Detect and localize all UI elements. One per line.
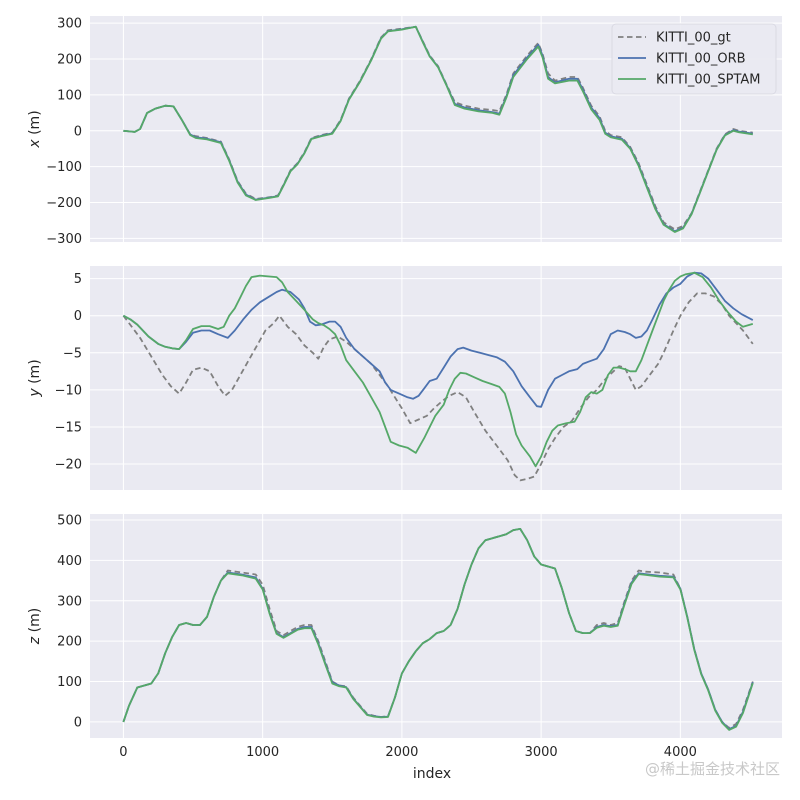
series-line-kitti-00-sptam (123, 25, 753, 233)
series-line-kitti-00-orb (122, 271, 754, 408)
y-tick-label: −5 (63, 346, 82, 361)
y-tick-label: 5 (74, 272, 82, 287)
y-tick-label: −20 (55, 458, 82, 473)
y-tick-label: −10 (55, 383, 82, 398)
y-tick-label: 100 (57, 88, 82, 103)
legend-label: KITTI_00_ORB (656, 52, 746, 67)
x-tick-label: 2000 (385, 745, 418, 760)
x-tick-label: 3000 (525, 745, 558, 760)
y-axis-label: y (m) (27, 359, 43, 397)
y-tick-label: 300 (57, 17, 82, 32)
x-tick-label: 1000 (246, 745, 279, 760)
y-tick-label: 500 (57, 514, 82, 529)
panel-3: 0 100 200 300 400 500 z (m) 0 1000 2000 3000 4000 in… (27, 514, 782, 782)
y-axis-label: x (m) (27, 110, 43, 148)
y-tick-label: 300 (57, 594, 82, 609)
y-tick-label: 100 (57, 675, 82, 690)
y-tick-label: −15 (55, 420, 82, 435)
series-line-kitti-00-sptam (122, 271, 754, 468)
y-tick-label: 0 (74, 715, 82, 730)
y-tick-label: 0 (74, 124, 82, 139)
watermark: @稀土掘金技术社区 (644, 760, 780, 778)
y-tick-label: −300 (46, 232, 82, 247)
y-tick-label: 200 (57, 635, 82, 650)
y-tick-label: −100 (46, 160, 82, 175)
legend: KITTI_00_gt KITTI_00_ORB KITTI_00_SPTAM (611, 23, 777, 95)
legend-label: KITTI_00_SPTAM (656, 73, 761, 88)
x-tick-label: 0 (119, 745, 127, 760)
panel-2: −20 −15 −10 −5 0 5 y (m) (27, 266, 782, 490)
y-tick-label: 400 (57, 554, 82, 569)
x-axis-label: index (413, 766, 451, 782)
y-tick-label: −200 (46, 196, 82, 211)
legend-label: KITTI_00_gt (656, 31, 731, 46)
legend-box (611, 23, 777, 95)
y-axis-label: z (m) (27, 608, 43, 645)
plot-background (90, 514, 782, 738)
x-tick-label: 4000 (664, 745, 697, 760)
y-tick-label: 200 (57, 53, 82, 68)
series-line-kitti-00-sptam (122, 528, 754, 731)
y-tick-label: 0 (74, 309, 82, 324)
